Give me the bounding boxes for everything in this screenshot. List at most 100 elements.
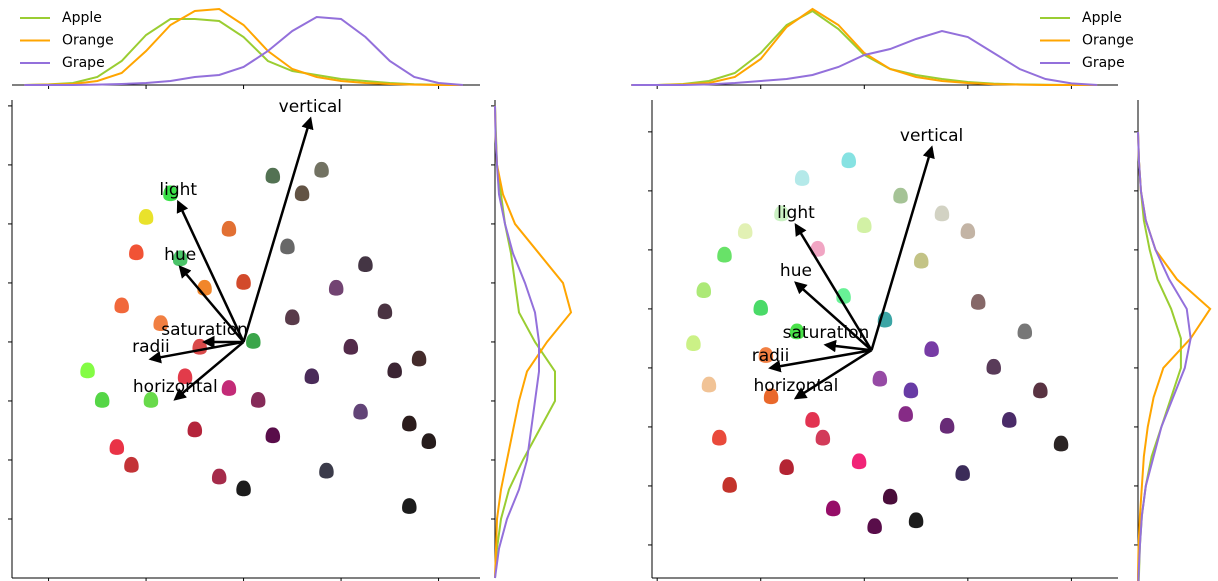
- arrow-label: radii: [132, 337, 170, 357]
- glyph-point: [109, 439, 125, 455]
- legend-label: Orange: [62, 33, 114, 49]
- glyph-point: [1053, 435, 1069, 452]
- glyph-point: [815, 429, 831, 446]
- glyph-point: [960, 223, 976, 239]
- density-line: [24, 18, 463, 86]
- glyph-point: [236, 273, 251, 290]
- loading-arrow: [242, 116, 314, 343]
- glyph-point: [898, 406, 913, 422]
- glyph-point: [763, 388, 779, 405]
- glyph-point: [789, 323, 805, 340]
- arrow-label: horizontal: [133, 377, 218, 397]
- glyph-point: [294, 185, 310, 202]
- glyph-point: [187, 421, 203, 438]
- glyph-point: [867, 518, 882, 534]
- density-line: [494, 105, 540, 579]
- glyph-point: [246, 332, 261, 349]
- arrow-label: hue: [780, 261, 812, 281]
- glyph-point: [358, 256, 373, 272]
- glyph-point: [285, 309, 300, 326]
- arrow-label: light: [159, 180, 197, 200]
- glyph-point: [805, 412, 820, 428]
- glyph-point: [986, 358, 1001, 375]
- arrow-label: vertical: [900, 126, 963, 146]
- arrow-label: hue: [164, 245, 196, 265]
- glyph-point: [314, 161, 329, 178]
- legend-label: Grape: [1082, 55, 1125, 71]
- loading-arrow: [794, 222, 873, 351]
- glyph-point: [970, 294, 986, 310]
- arrow-label: radii: [752, 346, 790, 366]
- glyph-point: [421, 433, 437, 450]
- loading-arrow: [173, 340, 245, 401]
- loading-arrow: [870, 145, 935, 351]
- glyph-point: [908, 512, 924, 529]
- arrow-label: light: [777, 203, 815, 223]
- glyph-point: [851, 453, 867, 470]
- glyph-point: [717, 246, 732, 263]
- glyph-point: [163, 185, 178, 202]
- glyph-point: [737, 223, 753, 239]
- glyph-point: [138, 209, 154, 225]
- glyph-point: [712, 429, 727, 446]
- glyph-point: [328, 279, 344, 296]
- glyph-point: [857, 217, 872, 234]
- glyph-point: [280, 238, 295, 255]
- glyph-point: [319, 462, 334, 479]
- loading-arrow: [823, 339, 872, 353]
- density-line: [1137, 131, 1192, 581]
- glyph-point: [172, 250, 188, 267]
- arrow-label: saturation: [783, 323, 870, 343]
- glyph-point: [124, 456, 139, 473]
- glyph-point: [197, 279, 212, 296]
- legend-label: Orange: [1082, 33, 1134, 49]
- glyph-point: [377, 303, 393, 320]
- glyph-point: [343, 338, 359, 355]
- density-line: [494, 105, 556, 579]
- glyph-point: [143, 391, 159, 408]
- glyph-point: [779, 459, 794, 475]
- glyph-point: [701, 376, 717, 393]
- glyph-point: [774, 205, 789, 222]
- glyph-point: [80, 362, 95, 379]
- glyph-point: [882, 488, 898, 505]
- glyph-point: [924, 341, 939, 357]
- density-line: [1137, 131, 1212, 581]
- glyph-point: [841, 152, 857, 169]
- density-line: [631, 9, 1098, 86]
- glyph-point: [236, 480, 251, 497]
- glyph-point: [794, 170, 810, 186]
- loading-arrow: [148, 340, 244, 364]
- glyph-point: [1033, 382, 1048, 399]
- glyph-point: [177, 368, 193, 385]
- glyph-point: [153, 315, 168, 331]
- glyph-point: [753, 299, 768, 316]
- glyph-point: [211, 468, 227, 485]
- loading-arrow: [794, 281, 873, 352]
- glyph-point: [1017, 323, 1033, 340]
- glyph-point: [893, 187, 908, 204]
- glyph-point: [221, 380, 237, 396]
- glyph-point: [221, 220, 237, 237]
- loading-arrow: [793, 349, 873, 400]
- glyph-point: [265, 167, 281, 184]
- glyph-point: [913, 252, 929, 269]
- glyph-point: [825, 500, 841, 517]
- density-line: [631, 29, 1098, 86]
- arrow-label: horizontal: [754, 376, 839, 396]
- loading-arrow: [178, 265, 245, 343]
- glyph-point: [686, 335, 701, 352]
- glyph-point: [250, 391, 266, 408]
- glyph-point: [722, 476, 737, 493]
- glyph-point: [872, 370, 888, 387]
- glyph-point: [304, 368, 320, 385]
- glyph-point: [934, 205, 950, 222]
- glyph-point: [1002, 412, 1017, 428]
- glyph-point: [411, 350, 427, 367]
- arrow-label: saturation: [161, 320, 248, 340]
- glyph-point: [402, 498, 417, 514]
- legend-label: Grape: [62, 55, 105, 71]
- arrow-label: vertical: [279, 97, 342, 117]
- glyph-point: [114, 297, 129, 314]
